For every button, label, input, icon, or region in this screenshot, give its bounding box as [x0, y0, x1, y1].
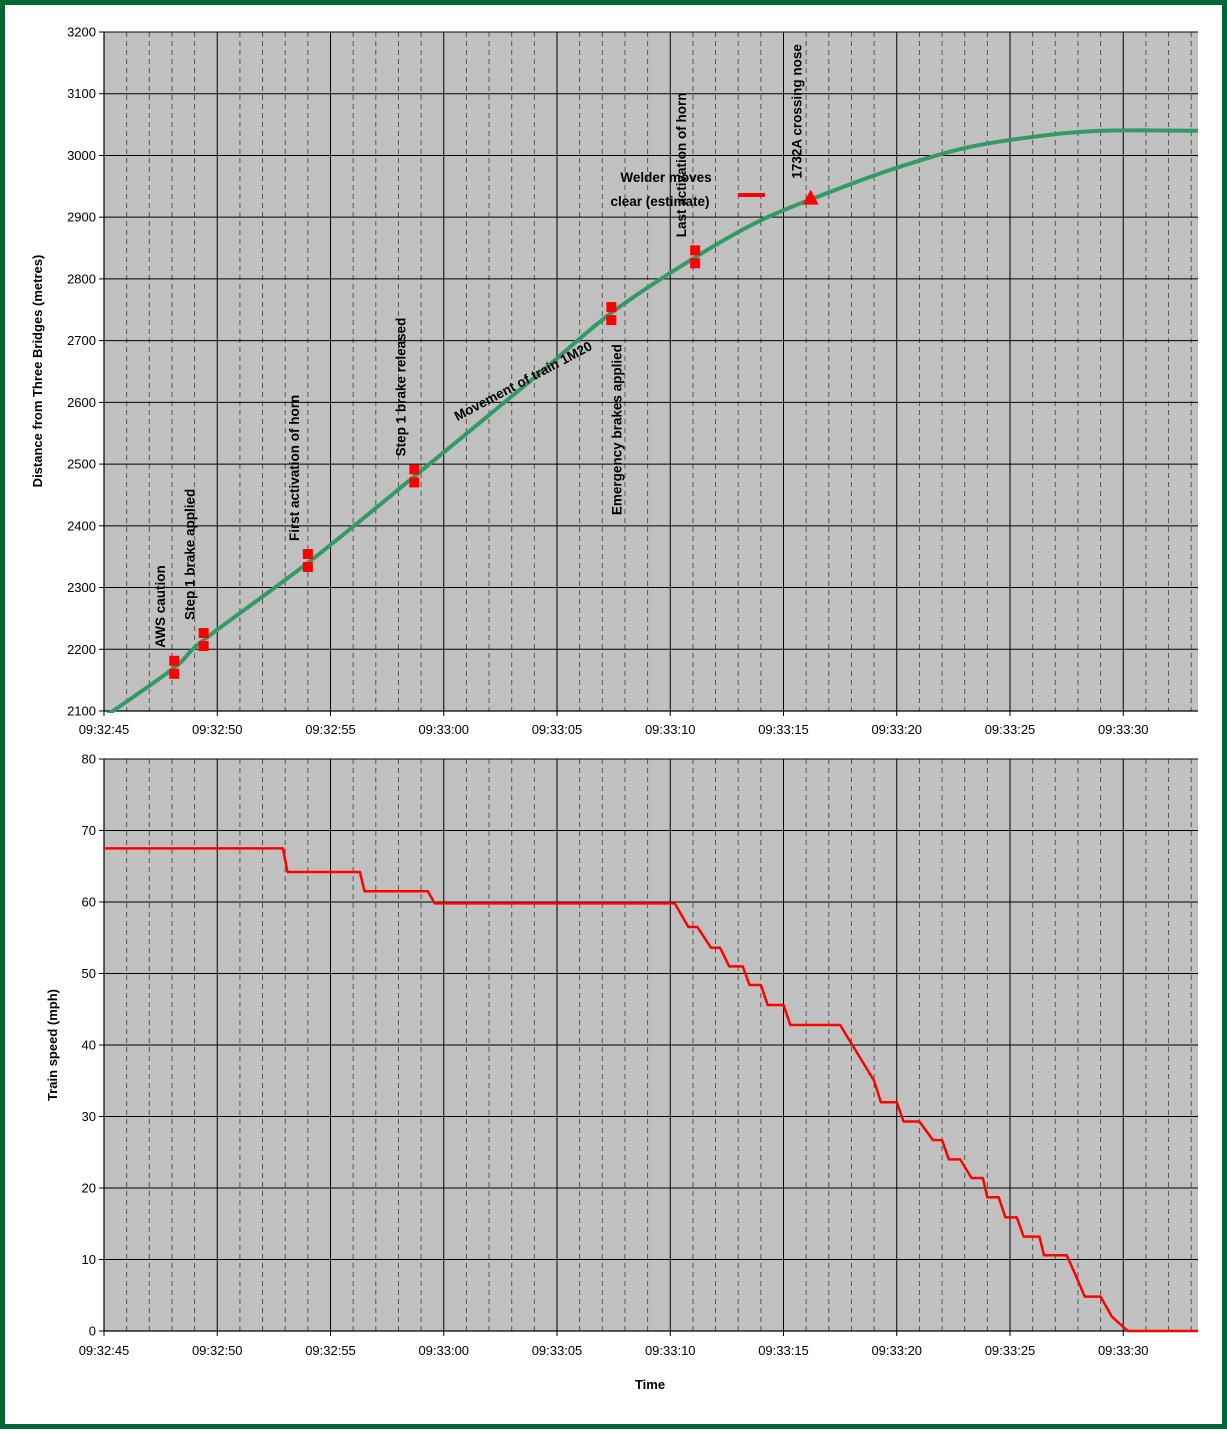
crossing-nose-marker: [802, 189, 819, 205]
x-tick-label: 09:33:00: [418, 722, 469, 737]
x-tick-label: 09:32:50: [192, 722, 243, 737]
event-marker: [302, 562, 313, 573]
time-x-axis-title: Time: [635, 1377, 665, 1392]
event-marker: [690, 245, 701, 256]
x-tick-label: 09:32:50: [192, 1343, 243, 1358]
y-tick-label: 20: [82, 1181, 96, 1196]
y-tick-label: 2400: [67, 518, 96, 533]
event-marker: [409, 477, 420, 488]
x-tick-label: 09:33:20: [871, 1343, 922, 1358]
y-tick-label: 60: [82, 895, 96, 910]
speed-series: [104, 847, 1198, 1333]
x-tick-label: 09:32:45: [79, 1343, 130, 1358]
event-label: Step 1 brake released: [393, 318, 408, 457]
speed-line: [104, 847, 1198, 1333]
event-label: Step 1 brake applied: [183, 489, 198, 620]
y-tick-label: 3100: [67, 86, 96, 101]
y-tick-label: 80: [82, 752, 96, 767]
distance-plot-area: [104, 32, 1198, 711]
y-tick-label: 3000: [67, 148, 96, 163]
x-tick-label: 09:33:10: [645, 722, 696, 737]
x-tick-label: 09:32:55: [305, 1343, 356, 1358]
speed-y-tick-labels: 0 10 20 30 40 50 60 70 80: [82, 752, 104, 1339]
event-label: 1732A crossing nose: [790, 44, 805, 179]
welder-annotation-line2: clear (estimate): [610, 194, 709, 209]
event-label: First activation of horn: [287, 395, 302, 541]
distance-y-tick-labels: 2100 2200 2300 2400 2500 2600 2700 2800 2900 3000…: [67, 25, 104, 719]
y-tick-label: 30: [82, 1109, 96, 1124]
event-marker: [169, 668, 180, 679]
x-tick-label: 09:33:05: [532, 1343, 583, 1358]
event-marker: [409, 464, 420, 475]
x-tick-label: 09:32:55: [305, 722, 356, 737]
distance-grid: [103, 31, 1198, 712]
event-marker: [690, 258, 701, 269]
event-label: Last activation of horn: [674, 93, 689, 238]
x-tick-label: 09:32:45: [79, 722, 130, 737]
y-tick-label: 2800: [67, 271, 96, 286]
x-tick-label: 09:33:15: [758, 1343, 809, 1358]
y-tick-label: 2200: [67, 642, 96, 657]
event-marker: [606, 315, 617, 326]
x-tick-label: 09:33:25: [985, 1343, 1036, 1358]
distance-line: [106, 128, 1199, 713]
x-tick-label: 09:33:00: [418, 1343, 469, 1358]
event-label: AWS caution: [153, 565, 168, 648]
speed-grid: [103, 758, 1198, 1332]
y-tick-label: 2900: [67, 210, 96, 225]
x-tick-label: 09:33:20: [871, 722, 922, 737]
x-tick-label: 09:33:05: [532, 722, 583, 737]
y-tick-label: 0: [89, 1324, 96, 1339]
y-tick-label: 10: [82, 1252, 96, 1267]
speed-x-tick-labels: 09:32:45 09:32:50 09:32:55 09:33:00 09:33:05…: [79, 1331, 1149, 1358]
event-markers: [169, 189, 819, 679]
distance-x-tick-labels: 09:32:45 09:32:50 09:32:55 09:33:00 09:33:05…: [79, 711, 1149, 737]
x-tick-label: 09:33:30: [1098, 1343, 1149, 1358]
y-tick-label: 40: [82, 1038, 96, 1053]
x-tick-label: 09:33:15: [758, 722, 809, 737]
y-tick-label: 2700: [67, 333, 96, 348]
y-tick-label: 2500: [67, 457, 96, 472]
y-tick-label: 2100: [67, 704, 96, 719]
y-tick-label: 2600: [67, 395, 96, 410]
y-tick-label: 50: [82, 966, 96, 981]
event-marker: [302, 549, 313, 560]
y-tick-label: 2300: [67, 580, 96, 595]
event-marker: [198, 628, 209, 639]
distance-series: [106, 128, 1199, 713]
event-marker: [169, 655, 180, 666]
event-marker: [606, 302, 617, 313]
x-tick-label: 09:33:10: [645, 1343, 696, 1358]
distance-y-axis-title: Distance from Three Bridges (metres): [30, 255, 45, 488]
event-marker: [198, 641, 209, 652]
x-tick-label: 09:33:30: [1098, 722, 1149, 737]
event-label: Emergency brakes applied: [609, 344, 624, 515]
x-tick-label: 09:33:25: [985, 722, 1036, 737]
y-tick-label: 70: [82, 823, 96, 838]
welder-annotation-line1: Welder moves: [620, 170, 711, 185]
y-tick-label: 3200: [67, 25, 96, 40]
speed-y-axis-title: Train speed (mph): [45, 989, 60, 1101]
chart-canvas: AWS caution Step 1 brake applied First act…: [30, 25, 1199, 1392]
